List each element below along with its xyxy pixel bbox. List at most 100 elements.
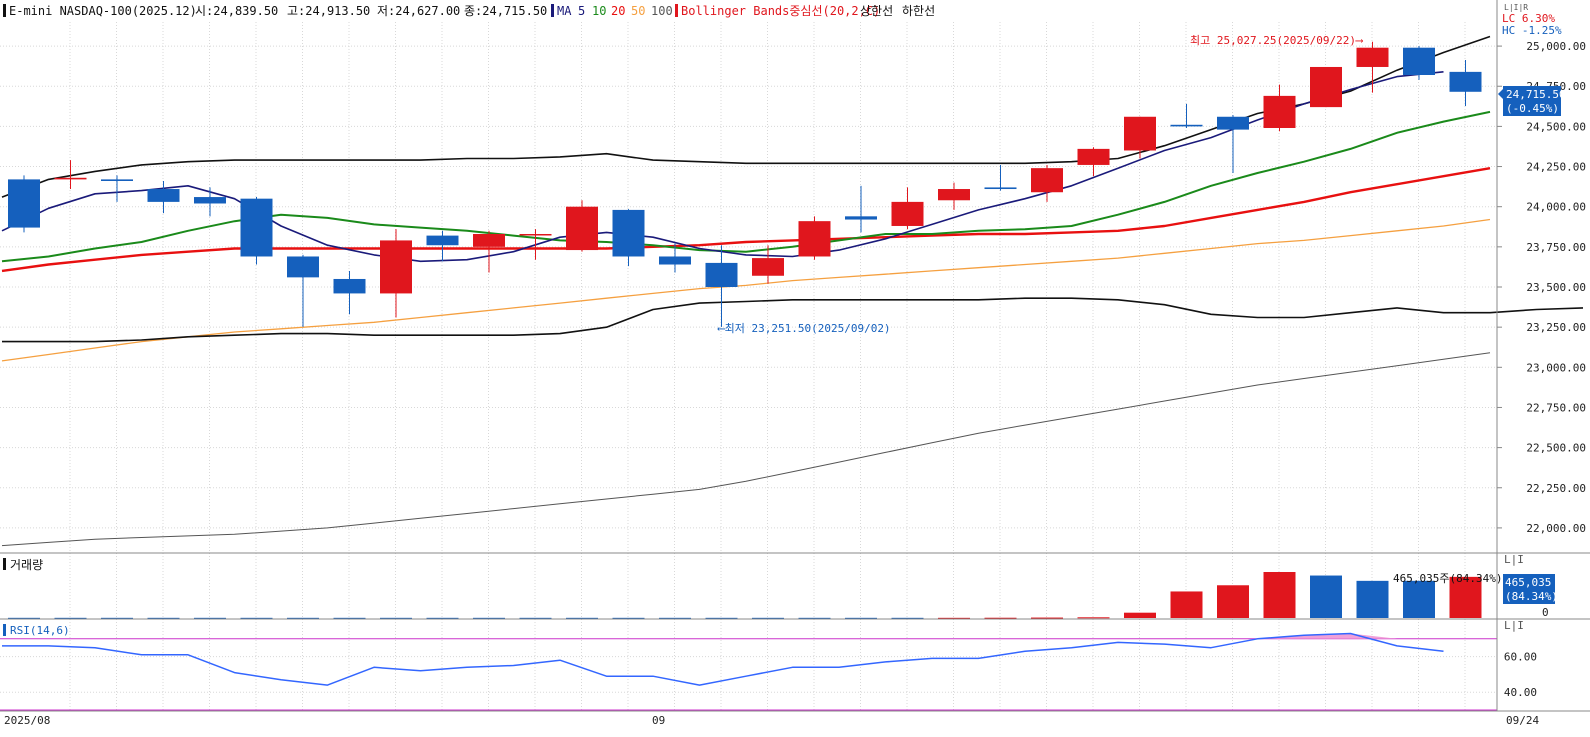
ma-label: MA: [557, 4, 572, 18]
candle[interactable]: [1170, 103, 1203, 128]
chart-legend: E-mini NASDAQ-100(2025.12) 시:24,839.50 고…: [3, 4, 935, 18]
candle[interactable]: [1217, 115, 1249, 173]
rsi-legend-marker: [3, 624, 6, 636]
volume-bar[interactable]: [1356, 580, 1389, 618]
candle-body: [1217, 116, 1249, 130]
candle[interactable]: [1124, 116, 1156, 159]
candle-body: [1310, 66, 1342, 108]
volume-bar[interactable]: [380, 617, 412, 619]
volume-bar[interactable]: [1170, 591, 1203, 618]
volume-bar[interactable]: [1031, 617, 1063, 619]
volume-bar[interactable]: [147, 617, 180, 619]
volume-bar[interactable]: [1124, 612, 1156, 618]
volume-bar[interactable]: [798, 617, 831, 619]
candle[interactable]: [938, 182, 970, 210]
volume-bar[interactable]: [333, 617, 366, 619]
volume-bar[interactable]: [938, 617, 970, 619]
x-axis: 2025/08 09 09/24: [4, 714, 1539, 727]
volume-bar[interactable]: [1077, 617, 1110, 619]
candle[interactable]: [333, 270, 366, 315]
rsi-title: RSI(14,6): [10, 624, 70, 637]
candle[interactable]: [101, 175, 133, 202]
volume-bar[interactable]: [984, 617, 1017, 619]
ma50-label: 50: [631, 4, 645, 18]
volume-legend-marker: [3, 558, 6, 570]
candle[interactable]: [426, 230, 459, 262]
volume-bar[interactable]: [566, 617, 598, 619]
candle[interactable]: [1077, 147, 1110, 177]
candle[interactable]: [752, 245, 784, 284]
volume-bar[interactable]: [287, 617, 319, 619]
candle[interactable]: [1263, 84, 1296, 132]
y-tick-label: 23,750.00: [1526, 241, 1586, 254]
candle[interactable]: [798, 216, 831, 260]
volume-bar[interactable]: [473, 617, 505, 619]
candle[interactable]: [240, 197, 273, 265]
volume-bar[interactable]: [705, 617, 738, 619]
volume-bar[interactable]: [8, 617, 40, 619]
volume-bar[interactable]: [1449, 576, 1482, 618]
candle[interactable]: [1449, 59, 1482, 106]
candle[interactable]: [287, 254, 319, 327]
candle[interactable]: [54, 160, 87, 190]
volume-bar[interactable]: [426, 617, 459, 619]
candle[interactable]: [1403, 46, 1435, 80]
x-label-aug: 2025/08: [4, 714, 50, 727]
candle-body: [566, 206, 598, 251]
low-value: 저:24,627.00: [377, 4, 460, 18]
volume-bar[interactable]: [612, 617, 645, 619]
y-tick-label: 24,250.00: [1526, 161, 1586, 174]
volume-bar[interactable]: [101, 617, 133, 619]
candle[interactable]: [380, 229, 412, 318]
bb-legend-marker: [675, 4, 678, 17]
candle[interactable]: [612, 209, 645, 267]
candle[interactable]: [984, 164, 1017, 191]
candle-body: [1449, 71, 1482, 92]
price-badge-change: (-0.45%): [1506, 102, 1559, 115]
volume-panel[interactable]: [8, 572, 1482, 619]
volume-bar[interactable]: [1263, 572, 1296, 618]
volume-bar[interactable]: [240, 617, 273, 619]
volume-bar[interactable]: [194, 617, 226, 619]
rsi-li-marker[interactable]: L|I: [1504, 619, 1524, 632]
volume-zero-label: 0: [1542, 606, 1549, 619]
rsi-overbought-fill: [2, 633, 1444, 639]
candle[interactable]: [1356, 41, 1389, 93]
candle[interactable]: [194, 187, 226, 217]
volume-bar[interactable]: [54, 617, 87, 619]
candle[interactable]: [566, 200, 598, 252]
volume-bar[interactable]: [1403, 580, 1435, 618]
candle[interactable]: [845, 185, 877, 233]
price-panel[interactable]: [1, 35, 1584, 547]
candle-body: [1263, 95, 1296, 128]
y-tick-label: 22,500.00: [1526, 442, 1586, 455]
candle[interactable]: [1310, 66, 1342, 108]
candle[interactable]: [659, 243, 691, 273]
candle-body: [147, 189, 180, 202]
candle-body: [1031, 168, 1063, 193]
candle[interactable]: [705, 245, 738, 327]
y-tick-label: 22,750.00: [1526, 401, 1586, 414]
lir-marker[interactable]: L|I|R: [1504, 3, 1528, 12]
candle[interactable]: [147, 181, 180, 214]
volume-li-marker[interactable]: L|I: [1504, 553, 1524, 566]
volume-bar[interactable]: [752, 617, 784, 619]
volume-bar[interactable]: [1217, 585, 1249, 618]
ma100-line: [1, 352, 1491, 547]
candle[interactable]: [473, 230, 505, 273]
volume-bar[interactable]: [1310, 575, 1342, 618]
candle[interactable]: [519, 229, 552, 260]
hc-value: HC -1.25%: [1502, 24, 1562, 37]
candle[interactable]: [891, 187, 924, 230]
candle-body: [1124, 116, 1156, 151]
volume-bar[interactable]: [659, 617, 691, 619]
candle-body: [380, 240, 412, 294]
candle[interactable]: [1031, 164, 1063, 202]
volume-bar[interactable]: [891, 617, 924, 619]
rsi-panel[interactable]: [0, 632, 1497, 711]
candle-body: [984, 187, 1017, 190]
volume-bar[interactable]: [845, 617, 877, 619]
volume-bar[interactable]: [519, 617, 552, 619]
candle[interactable]: [8, 175, 40, 233]
